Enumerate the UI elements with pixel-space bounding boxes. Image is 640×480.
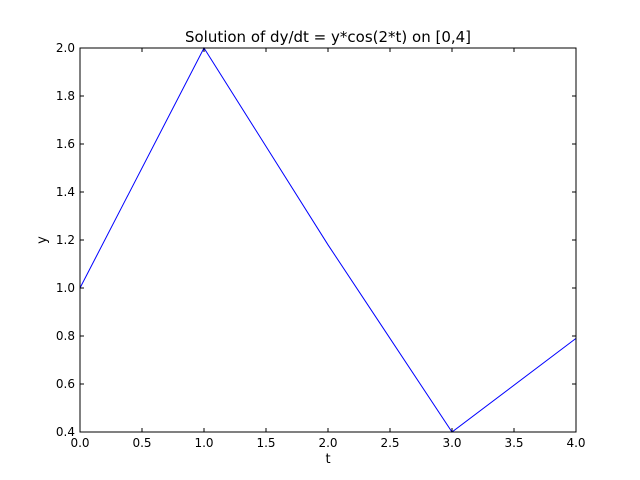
x-axis-label: t xyxy=(325,452,330,467)
y-tick-label: 1.8 xyxy=(56,89,75,103)
y-tick-label: 0.8 xyxy=(56,329,75,343)
x-tick-label: 2.0 xyxy=(318,436,337,450)
series-line-0 xyxy=(79,46,577,433)
ticks-layer: 0.0 0.5 1.0 1.5 2.0 2.5 3.0 3.5 4.0 0.4 0.6 0.8 1.0 1… xyxy=(56,41,586,450)
chart-title: Solution of dy/dt = y*cos(2*t) on [0,4] xyxy=(185,28,471,46)
x-tick-label: 4.0 xyxy=(566,436,585,450)
y-axis-label: y xyxy=(35,236,50,244)
y-tick-label: 1.6 xyxy=(56,137,75,151)
x-tick-label: 3.0 xyxy=(442,436,461,450)
plot-area xyxy=(80,48,576,432)
y-tick-label: 1.0 xyxy=(56,281,75,295)
x-tick-label: 1.0 xyxy=(194,436,213,450)
x-tick-label: 3.5 xyxy=(504,436,523,450)
y-tick-label: 1.2 xyxy=(56,233,75,247)
x-tick-label: 0.5 xyxy=(132,436,151,450)
x-tick-label: 2.5 xyxy=(380,436,399,450)
y-tick-label: 0.4 xyxy=(56,425,75,439)
x-tick-label: 0.0 xyxy=(70,436,89,450)
series-layer xyxy=(79,46,577,433)
x-tick-label: 1.5 xyxy=(256,436,275,450)
plot-frame xyxy=(79,47,577,433)
y-tick-label: 0.6 xyxy=(56,377,75,391)
y-tick-label: 1.4 xyxy=(56,185,75,199)
y-tick-label: 2.0 xyxy=(56,41,75,55)
